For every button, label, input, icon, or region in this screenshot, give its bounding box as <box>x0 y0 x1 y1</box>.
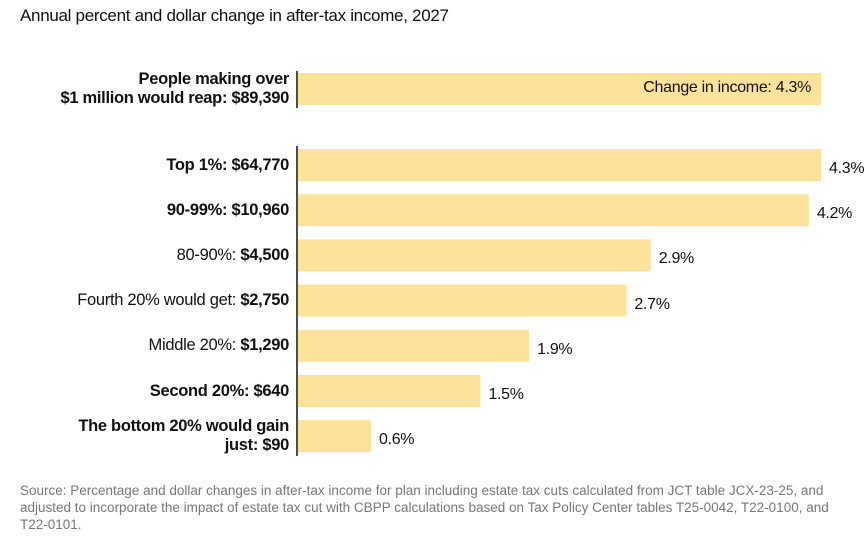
category-text: Fourth 20% would get: <box>77 291 237 310</box>
dollar-label: $2,750 <box>240 291 289 310</box>
bar <box>298 420 371 453</box>
category-line: 80-90%: $4,500 <box>0 245 290 265</box>
source-note: Source: Percentage and dollar changes in… <box>20 483 829 532</box>
value-label: 2.9% <box>658 250 695 268</box>
bar <box>298 194 809 227</box>
bar <box>298 284 627 317</box>
chart-title: Annual percent and dollar change in afte… <box>20 6 449 25</box>
value-label: 4.3% <box>829 160 865 177</box>
dollar-label: $10,960 <box>231 200 289 219</box>
category-label: People making over $1 million would reap:… <box>0 70 289 108</box>
category-text: Second 20%: <box>149 381 250 400</box>
dollar-label: $1,290 <box>240 336 289 355</box>
category-line: The bottom 20% would gain <box>0 417 289 436</box>
category-text: People making over <box>138 70 290 88</box>
dollar-label: $90 <box>262 436 289 455</box>
category-text: 80-90%: <box>176 245 237 264</box>
bar <box>298 329 530 362</box>
category-line: Second 20%: $640 <box>0 381 290 401</box>
value-label: Change in income: 4.3% <box>643 79 811 96</box>
category-text: $1 million would reap: <box>60 89 228 107</box>
value-label: 1.9% <box>537 340 573 358</box>
category-line: Fourth 20% would get: $2,750 <box>0 291 289 310</box>
category-line: 90-99%: $10,960 <box>0 201 289 220</box>
category-line: Top 1%: $64,770 <box>0 156 289 175</box>
category-line: People making over <box>0 70 290 89</box>
value-label: 1.5% <box>488 386 524 403</box>
category-text: Middle 20%: <box>148 336 237 355</box>
bar <box>298 149 821 181</box>
category-label: Fourth 20% would get: $2,750 <box>0 291 289 310</box>
value-label: 2.7% <box>634 295 670 313</box>
category-label: Top 1%: $64,770 <box>0 156 289 175</box>
category-text: Top 1%: <box>166 155 228 174</box>
dollar-label: $64,770 <box>231 155 289 174</box>
bar <box>298 375 481 407</box>
category-label: The bottom 20% would gain just: $90 <box>0 417 289 455</box>
dollar-label: $640 <box>253 381 289 400</box>
value-label: 4.2% <box>816 205 853 223</box>
category-text: just: <box>224 436 259 455</box>
dollar-label: $89,390 <box>231 89 289 107</box>
category-label: 80-90%: $4,500 <box>0 245 290 265</box>
category-line: $1 million would reap: $89,390 <box>0 89 289 108</box>
value-label: 0.6% <box>378 431 415 449</box>
category-label: 90-99%: $10,960 <box>0 201 289 220</box>
category-line: just: $90 <box>0 436 290 455</box>
category-line: Middle 20%: $1,290 <box>0 336 290 355</box>
category-label: Second 20%: $640 <box>0 381 290 401</box>
bar <box>298 73 821 105</box>
bar <box>298 239 651 272</box>
category-label: Middle 20%: $1,290 <box>0 336 290 355</box>
category-text: 90-99%: <box>166 200 228 219</box>
dollar-label: $4,500 <box>240 245 289 264</box>
category-text: The bottom 20% would gain <box>78 417 289 436</box>
chart <box>296 71 821 456</box>
